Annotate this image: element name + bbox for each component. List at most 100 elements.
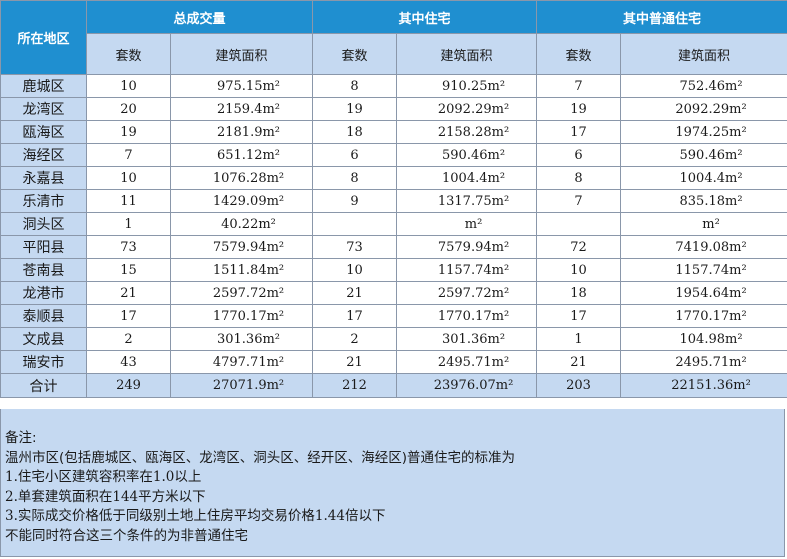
region-cell: 瓯海区 bbox=[0, 120, 87, 144]
area-value: 7579.94m² bbox=[424, 240, 509, 255]
area-number: 1317.75 bbox=[437, 193, 492, 209]
total-area-cell: 7579.94m² bbox=[169, 235, 314, 259]
table-row: 龙港市 21 2597.72m² 21 2597.72m² 18 1954.64m² bbox=[0, 281, 787, 305]
total-area-cell: 1770.17m² bbox=[169, 304, 314, 328]
area-value: 835.18m² bbox=[666, 194, 743, 209]
residential-area-cell: 2495.71m² bbox=[396, 350, 538, 374]
ordinary-sets-cell: 6 bbox=[536, 143, 622, 167]
area-number: 910.25 bbox=[442, 78, 488, 94]
ordinary-sets-cell: 203 bbox=[536, 373, 622, 398]
area-unit: m² bbox=[266, 262, 285, 278]
notes-line: 3.实际成交价格低于同级别土地上住房平均交易价格1.44倍以下 bbox=[5, 508, 386, 524]
ordinary-sets-cell: 21 bbox=[536, 350, 622, 374]
area-unit: m² bbox=[725, 193, 743, 209]
header-residential: 其中住宅 bbox=[312, 0, 538, 34]
header-region: 所在地区 bbox=[0, 0, 87, 75]
area-value: 23976.07m² bbox=[420, 378, 514, 393]
area-unit: m² bbox=[491, 124, 510, 140]
area-number: 7579.94 bbox=[212, 239, 267, 255]
total-sets-cell: 7 bbox=[86, 143, 171, 167]
area-number: 651.12 bbox=[216, 147, 263, 163]
table-row: 泰顺县 17 1770.17m² 17 1770.17m² 17 1770.17m² bbox=[0, 304, 787, 328]
ordinary-sets-cell: 8 bbox=[536, 166, 622, 190]
area-value: m² bbox=[451, 217, 483, 232]
area-value: 1511.84m² bbox=[199, 263, 284, 278]
residential-area-cell: 7579.94m² bbox=[396, 235, 538, 259]
area-unit: m² bbox=[262, 78, 281, 94]
total-row: 合计 249 27071.9m² 212 23976.07m² 203 22151.36m² bbox=[0, 373, 787, 398]
area-value: 1004.4m² bbox=[666, 171, 743, 186]
ordinary-area-cell: m² bbox=[620, 212, 787, 236]
area-unit: m² bbox=[491, 308, 510, 324]
area-value: 301.36m² bbox=[428, 332, 505, 347]
area-number: 7579.94 bbox=[437, 239, 492, 255]
area-number: 22151.36 bbox=[671, 378, 734, 393]
area-number: 2159.4 bbox=[216, 101, 263, 117]
ordinary-area-cell: 752.46m² bbox=[620, 74, 787, 98]
region-cell: 乐清市 bbox=[0, 189, 87, 213]
area-unit: m² bbox=[487, 170, 506, 186]
total-sets-cell: 10 bbox=[86, 166, 171, 190]
region-cell: 文成县 bbox=[0, 327, 87, 351]
table-row: 鹿城区 10 975.15m² 8 910.25m² 7 752.46m² bbox=[0, 74, 787, 98]
residential-area-cell: 590.46m² bbox=[396, 143, 538, 167]
area-number: 301.36 bbox=[216, 331, 263, 347]
area-unit: m² bbox=[487, 331, 506, 347]
table-row: 瓯海区 19 2181.9m² 18 2158.28m² 17 1974.25m² bbox=[0, 120, 787, 144]
ordinary-sets-cell: 10 bbox=[536, 258, 622, 282]
area-unit: m² bbox=[262, 331, 281, 347]
area-unit: m² bbox=[702, 216, 720, 232]
residential-sets-cell: 17 bbox=[312, 304, 398, 328]
area-value: 22151.36m² bbox=[657, 378, 751, 393]
area-number: 1954.64 bbox=[675, 285, 730, 301]
header-residential-sets: 套数 bbox=[312, 33, 398, 75]
total-area-cell: 2181.9m² bbox=[169, 120, 314, 144]
residential-sets-cell: 18 bbox=[312, 120, 398, 144]
header-residential-area: 建筑面积 bbox=[396, 33, 538, 75]
area-value: 1317.75m² bbox=[424, 194, 509, 209]
area-value: 1770.17m² bbox=[424, 309, 509, 324]
area-value: 104.98m² bbox=[666, 332, 743, 347]
residential-sets-cell: 2 bbox=[312, 327, 398, 351]
residential-area-cell: 1157.74m² bbox=[396, 258, 538, 282]
residential-sets-cell: 21 bbox=[312, 350, 398, 374]
ordinary-area-cell: 1954.64m² bbox=[620, 281, 787, 305]
area-number: 40.22 bbox=[221, 216, 259, 232]
area-unit: m² bbox=[464, 216, 483, 232]
total-area-cell: 1076.28m² bbox=[169, 166, 314, 190]
area-number: 4797.71 bbox=[212, 354, 267, 370]
table-row: 苍南县 15 1511.84m² 10 1157.74m² 10 1157.74m² bbox=[0, 258, 787, 282]
total-sets-cell: 20 bbox=[86, 97, 171, 121]
area-number: 752.46 bbox=[679, 78, 726, 94]
area-unit: m² bbox=[725, 331, 743, 347]
area-value: 1076.28m² bbox=[199, 171, 284, 186]
total-area-cell: 1429.09m² bbox=[169, 189, 314, 213]
area-value: 2158.28m² bbox=[424, 125, 509, 140]
area-unit: m² bbox=[729, 308, 747, 324]
area-number: 1004.4 bbox=[679, 170, 726, 186]
area-number: 590.46 bbox=[442, 147, 488, 163]
area-unit: m² bbox=[266, 378, 285, 393]
area-unit: m² bbox=[491, 193, 510, 209]
area-unit: m² bbox=[491, 262, 510, 278]
transaction-table: 所在地区 总成交量 其中住宅 其中普通住宅 套数 建筑面积 套数 建筑面积 套数… bbox=[0, 0, 787, 398]
area-unit: m² bbox=[729, 124, 747, 140]
area-value: 1974.25m² bbox=[661, 125, 746, 140]
region-cell: 瑞安市 bbox=[0, 350, 87, 374]
area-number: 590.46 bbox=[679, 147, 726, 163]
area-value: 2597.72m² bbox=[424, 286, 509, 301]
total-sets-cell: 73 bbox=[86, 235, 171, 259]
residential-area-cell: 301.36m² bbox=[396, 327, 538, 351]
notes-line: 1.住宅小区建筑容积率在1.0以上 bbox=[5, 469, 202, 485]
table-row: 瑞安市 43 4797.71m² 21 2495.71m² 21 2495.71m² bbox=[0, 350, 787, 374]
residential-sets-cell: 9 bbox=[312, 189, 398, 213]
residential-area-cell: 1004.4m² bbox=[396, 166, 538, 190]
total-sets-cell: 2 bbox=[86, 327, 171, 351]
ordinary-sets-cell: 19 bbox=[536, 97, 622, 121]
residential-area-cell: 2597.72m² bbox=[396, 281, 538, 305]
region-cell: 泰顺县 bbox=[0, 304, 87, 328]
total-sets-cell: 15 bbox=[86, 258, 171, 282]
residential-area-cell: m² bbox=[396, 212, 538, 236]
area-value: 1004.4m² bbox=[428, 171, 505, 186]
